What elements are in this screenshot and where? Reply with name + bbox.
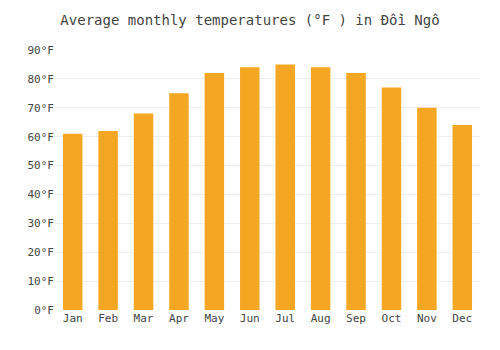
svg-text:Jan: Jan [63, 312, 83, 325]
svg-text:60°F: 60°F [28, 131, 55, 144]
svg-text:20°F: 20°F [28, 246, 55, 259]
svg-text:Apr: Apr [169, 312, 189, 325]
svg-text:Oct: Oct [382, 312, 402, 325]
svg-text:Mar: Mar [134, 312, 154, 325]
svg-text:0°F: 0°F [34, 304, 54, 317]
svg-text:30°F: 30°F [28, 217, 55, 230]
svg-text:70°F: 70°F [28, 102, 55, 115]
svg-text:Average monthly temperatures (: Average monthly temperatures (°F ) in Đồ… [60, 12, 439, 28]
svg-text:90°F: 90°F [28, 44, 55, 57]
svg-text:80°F: 80°F [28, 73, 55, 86]
svg-text:Aug: Aug [311, 312, 331, 325]
svg-text:40°F: 40°F [28, 188, 55, 201]
svg-text:10°F: 10°F [28, 275, 55, 288]
svg-text:Jul: Jul [275, 312, 295, 325]
svg-text:Sep: Sep [346, 312, 366, 325]
svg-text:Dec: Dec [452, 312, 472, 325]
svg-text:50°F: 50°F [28, 159, 55, 172]
svg-text:Nov: Nov [417, 312, 437, 325]
svg-text:Jun: Jun [240, 312, 260, 325]
svg-text:May: May [204, 312, 224, 325]
svg-text:Feb: Feb [98, 312, 118, 325]
